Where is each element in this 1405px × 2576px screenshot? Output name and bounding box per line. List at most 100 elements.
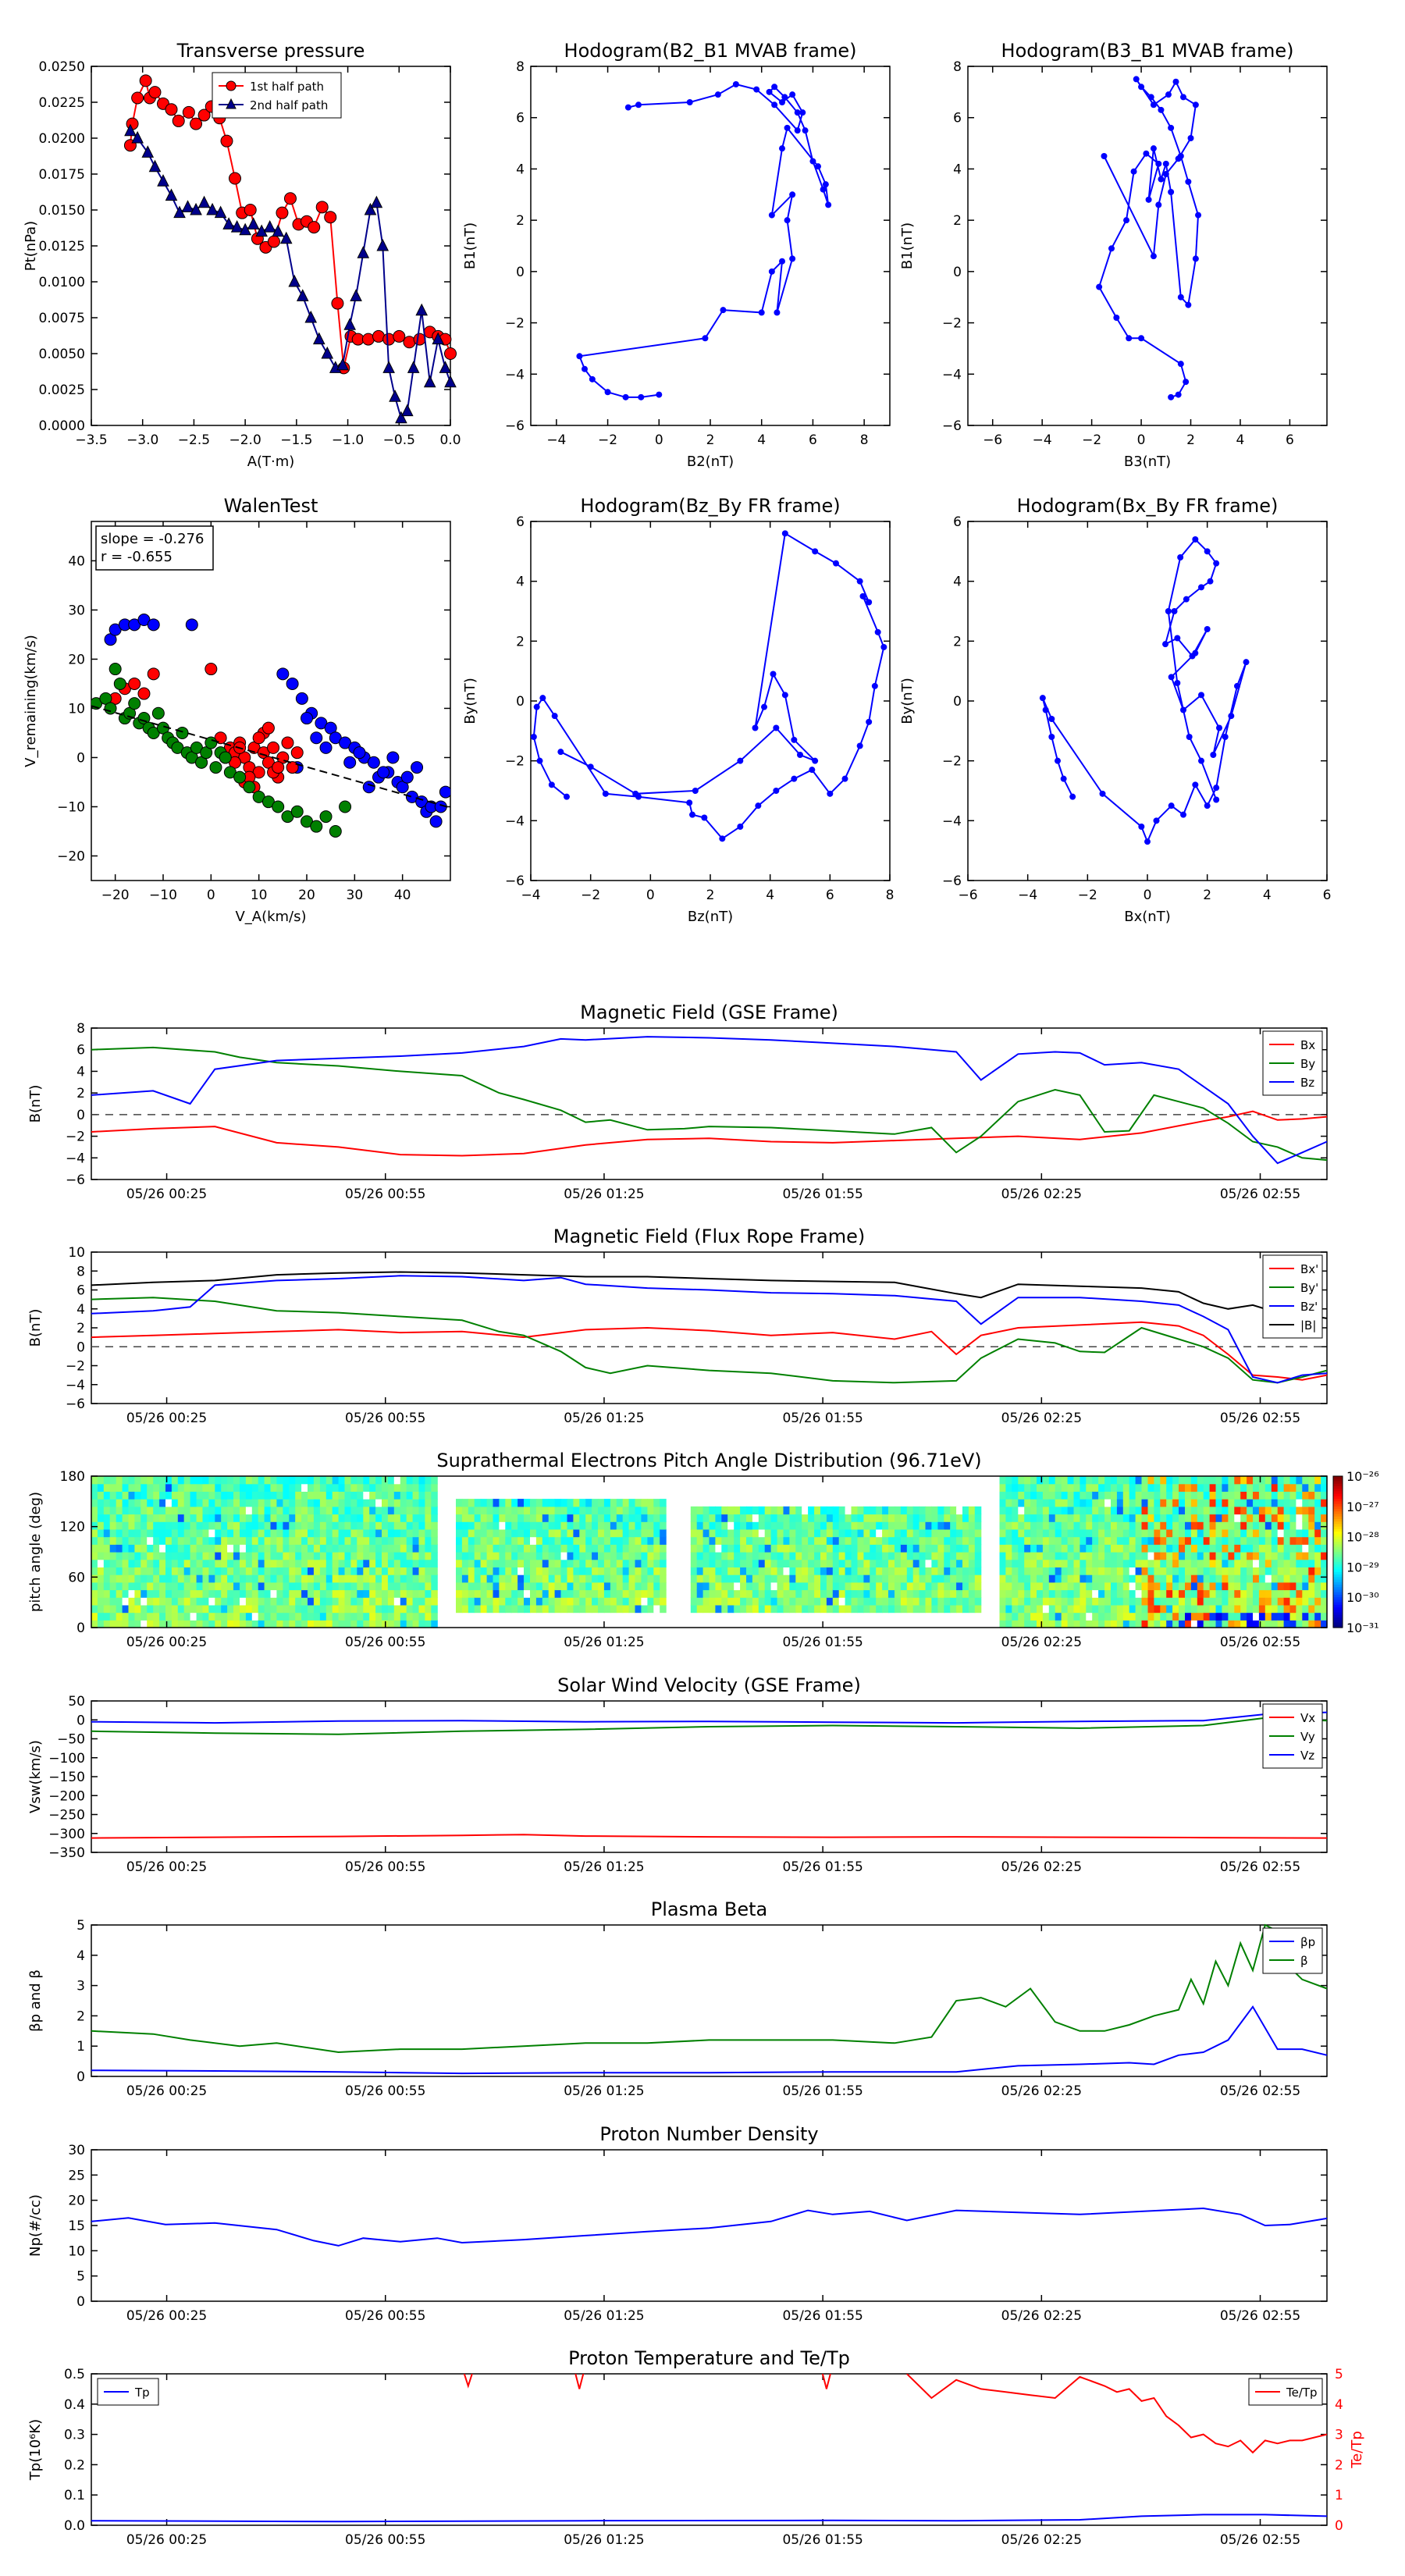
- heatmap-cell: [227, 1582, 234, 1591]
- heatmap-cell: [461, 1559, 469, 1567]
- y-tick-label: 0.0075: [39, 311, 85, 326]
- heatmap-cell: [956, 1597, 963, 1606]
- heatmap-cell: [221, 1483, 228, 1492]
- heatmap-cell: [103, 1612, 111, 1621]
- heatmap-cell: [177, 1476, 185, 1485]
- heatmap-cell: [382, 1552, 389, 1560]
- heatmap-cell: [227, 1483, 234, 1492]
- heatmap-cell: [171, 1483, 179, 1492]
- heatmap-cell: [1203, 1597, 1211, 1606]
- heatmap-cell: [1086, 1499, 1093, 1507]
- heatmap-cell: [461, 1589, 469, 1598]
- heatmap-cell: [1166, 1612, 1173, 1621]
- heatmap-cell: [171, 1528, 179, 1538]
- heatmap-cell: [325, 1483, 333, 1492]
- heatmap-cell: [1190, 1604, 1198, 1614]
- x-tick-label: −4: [1018, 888, 1037, 903]
- heatmap-cell: [134, 1620, 141, 1628]
- heatmap-cell: [319, 1544, 327, 1553]
- heatmap-cell: [548, 1506, 556, 1515]
- heatmap-cell: [795, 1528, 802, 1538]
- heatmap-cell: [1203, 1514, 1211, 1522]
- y-tick-label: 20: [68, 652, 85, 667]
- heatmap-cell: [147, 1483, 154, 1492]
- heatmap-cell: [332, 1514, 340, 1522]
- heatmap-cell: [1302, 1528, 1309, 1538]
- heatmap-cell: [387, 1552, 395, 1560]
- heatmap-cell: [431, 1620, 438, 1628]
- heatmap-cell: [1005, 1567, 1012, 1575]
- y-tick-label: 6: [516, 514, 525, 530]
- heatmap-cell: [535, 1536, 543, 1545]
- heatmap-cell: [1030, 1476, 1037, 1485]
- heatmap-cell: [628, 1559, 636, 1567]
- heatmap-cell: [603, 1567, 611, 1575]
- data-point: [321, 346, 334, 359]
- heatmap-cell: [486, 1514, 494, 1522]
- heatmap-cell: [1179, 1528, 1186, 1538]
- heatmap-cell: [393, 1604, 401, 1614]
- heatmap-cell: [122, 1597, 130, 1606]
- heatmap-cell: [325, 1620, 333, 1628]
- heatmap-cell: [412, 1544, 420, 1553]
- heatmap-cell: [1042, 1582, 1050, 1591]
- y-tick-label: −250: [48, 1808, 85, 1823]
- heatmap-cell: [1222, 1620, 1229, 1628]
- heatmap-cell: [1122, 1476, 1130, 1485]
- y-tick-label: 4: [76, 1948, 85, 1964]
- heatmap-cell: [1253, 1597, 1260, 1606]
- heatmap-cell: [740, 1536, 747, 1545]
- heatmap-cell: [1104, 1528, 1112, 1538]
- heatmap-cell: [109, 1536, 117, 1545]
- y-tick-label: −6: [505, 873, 525, 889]
- heatmap-cell: [245, 1604, 253, 1614]
- heatmap-cell: [1271, 1499, 1279, 1507]
- heatmap-cell: [1037, 1521, 1044, 1530]
- heatmap-cell: [870, 1552, 877, 1560]
- heatmap-cell: [480, 1514, 488, 1522]
- heatmap-cell: [1234, 1612, 1241, 1621]
- heatmap-cell: [610, 1567, 617, 1575]
- heatmap-cell: [715, 1589, 722, 1598]
- heatmap-cell: [116, 1589, 123, 1598]
- heatmap-cell: [1258, 1536, 1266, 1545]
- heatmap-cell: [1172, 1620, 1179, 1628]
- heatmap-cell: [758, 1506, 766, 1515]
- colorbar-cell: [1333, 1554, 1343, 1557]
- heatmap-cell: [1247, 1499, 1254, 1507]
- heatmap-cell: [165, 1574, 173, 1583]
- heatmap-cell: [592, 1521, 599, 1530]
- data-point: [789, 255, 796, 262]
- heatmap-cell: [208, 1514, 215, 1522]
- heatmap-cell: [418, 1536, 425, 1545]
- heatmap-cell: [585, 1536, 592, 1545]
- heatmap-cell: [308, 1528, 315, 1538]
- heatmap-cell: [1277, 1544, 1285, 1553]
- heatmap-cell: [1179, 1506, 1186, 1515]
- heatmap-cell: [1160, 1604, 1167, 1614]
- heatmap-cell: [1005, 1521, 1012, 1530]
- heatmap-cell: [165, 1589, 173, 1598]
- heatmap-cell: [857, 1528, 864, 1538]
- heatmap-cell: [1308, 1597, 1315, 1606]
- heatmap-cell: [758, 1559, 766, 1567]
- heatmap-cell: [313, 1528, 321, 1538]
- y-tick-label: 0.0225: [39, 95, 85, 111]
- heatmap-cell: [153, 1536, 160, 1545]
- heatmap-cell: [764, 1514, 772, 1522]
- heatmap-cell: [431, 1582, 438, 1591]
- heatmap-cell: [832, 1506, 840, 1515]
- heatmap-cell: [418, 1597, 425, 1606]
- heatmap-cell: [1005, 1612, 1012, 1621]
- heatmap-cell: [660, 1536, 667, 1545]
- heatmap-cell: [826, 1528, 834, 1538]
- heatmap-cell: [1321, 1559, 1328, 1567]
- data-point: [766, 88, 773, 95]
- heatmap-cell: [128, 1620, 135, 1628]
- heatmap-cell: [375, 1574, 382, 1583]
- colorbar-cell: [1333, 1524, 1343, 1528]
- heatmap-cell: [1179, 1536, 1186, 1545]
- heatmap-cell: [357, 1483, 364, 1492]
- heatmap-cell: [91, 1483, 98, 1492]
- heatmap-cell: [777, 1528, 784, 1538]
